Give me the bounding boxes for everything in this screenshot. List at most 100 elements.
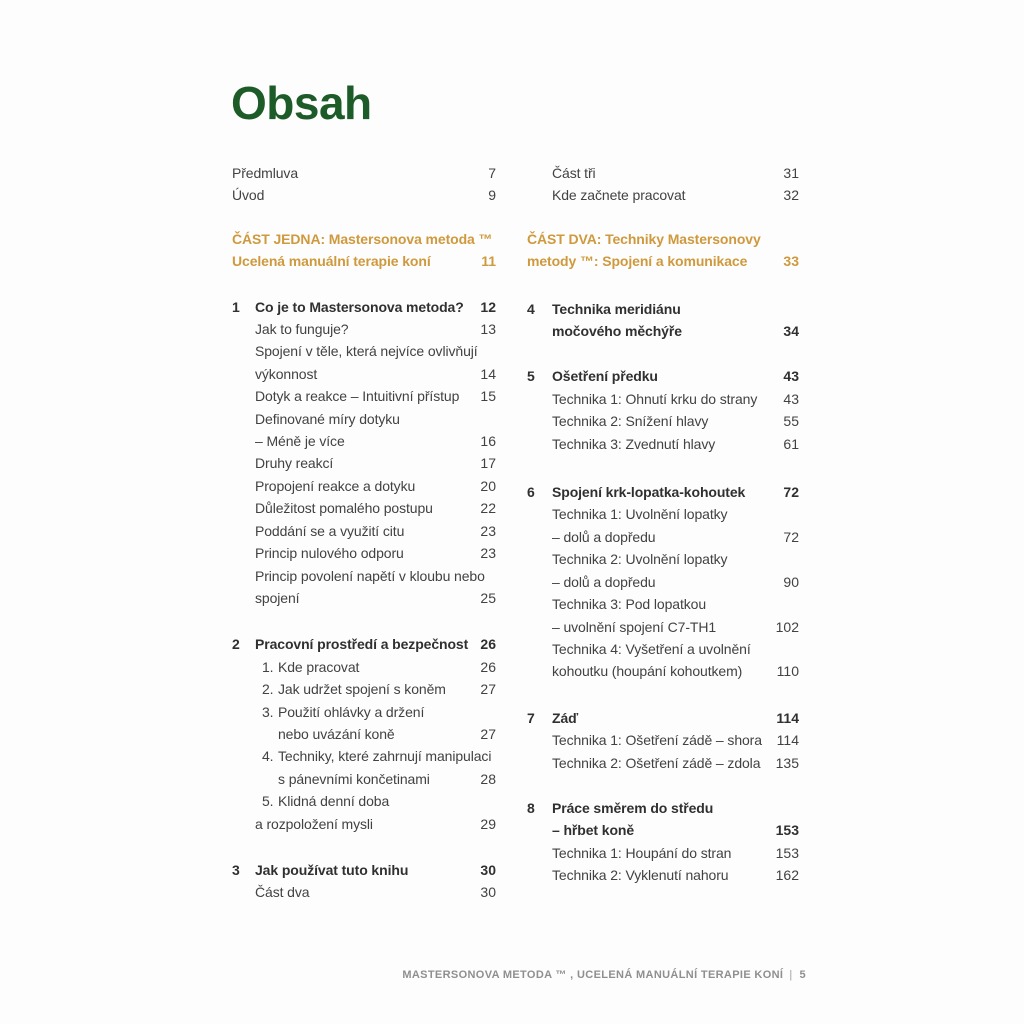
toc-entry-line: močového měchýře 34: [527, 320, 799, 342]
toc-entry-page: 27: [480, 681, 496, 698]
toc-entry-line: kohoutku (houpání kohoutkem) 110: [527, 660, 799, 682]
toc-entry-page: 32: [783, 187, 799, 204]
toc-entry-line: 4 Technika meridiánu: [527, 298, 799, 320]
toc-entry-line: 8 Práce směrem do středu: [527, 797, 799, 819]
toc-entry-page: 27: [480, 725, 496, 742]
toc-entry-line: – uvolnění spojení C7-TH1 102: [527, 616, 799, 638]
toc-entry-number: 4: [527, 300, 535, 317]
toc-entry-line: Ucelená manuální terapie koní 11: [232, 250, 496, 272]
toc-column-left: Předmluva 7 Úvod 9 ČÁST JEDNA: Mastersonova …: [232, 162, 496, 904]
toc-entry-line: 2. Jak udržet spojení s koněm 27: [232, 678, 496, 700]
toc-entry-label: Část dva: [255, 884, 310, 901]
toc-entry-page: 12: [480, 298, 496, 315]
toc-entry-line: 6 Spojení krk-lopatka-kohoutek 72: [527, 481, 799, 503]
toc-block: 2 Pracovní prostředí a bezpečnost 26 1. Kde …: [232, 633, 496, 835]
toc-entry-label: výkonnost: [255, 365, 318, 382]
toc-entry-line: 2 Pracovní prostředí a bezpečnost 26: [232, 633, 496, 655]
toc-block: 3 Jak používat tuto knihu 30 Část dva 30: [232, 859, 496, 904]
toc-entry-label: spojení: [255, 589, 300, 606]
toc-entry-page: 43: [783, 368, 799, 385]
toc-entry-line: spojení 25: [232, 587, 496, 609]
toc-entry-page: 30: [480, 884, 496, 901]
toc-block: 7 Záď 114 Technika 1: Ošetření zádě – shora…: [527, 707, 799, 774]
toc-entry-label: Ošetření předku: [552, 368, 658, 385]
toc-entry-label: – dolů a dopředu: [552, 573, 656, 590]
toc-entry-number: 5.: [262, 793, 274, 810]
toc-entry-label: Princip nulového odporu: [255, 545, 404, 562]
toc-entry-line: Důležitost pomalého postupu 22: [232, 497, 496, 519]
toc-entry-line: ČÁST JEDNA: Mastersonova metoda ™: [232, 228, 496, 250]
toc-entry-page: 90: [783, 573, 799, 590]
toc-entry-line: Technika 1: Ošetření zádě – shora 114: [527, 729, 799, 751]
toc-entry-number: 3.: [262, 703, 274, 720]
toc-entry-page: 26: [480, 636, 496, 653]
toc-entry-line: – dolů a dopředu 90: [527, 571, 799, 593]
toc-entry-page: 15: [480, 388, 496, 405]
toc-entry-label: Technika 3: Pod lopatkou: [552, 596, 707, 613]
toc-entry-label: Spojení v těle, která nejvíce ovlivňují: [255, 343, 478, 360]
toc-entry-label: Techniky, které zahrnují manipulaci: [278, 748, 492, 765]
toc-entry-line: 1 Co je to Mastersonova metoda? 12: [232, 296, 496, 318]
toc-entry-label: Druhy reakcí: [255, 455, 334, 472]
toc-entry-page: 16: [480, 433, 496, 450]
toc-entry-page: 114: [776, 732, 799, 749]
toc-entry-page: 22: [480, 500, 496, 517]
toc-entry-line: – hřbet koně 153: [527, 819, 799, 841]
toc-entry-page: 114: [776, 709, 799, 726]
toc-entry-page: 34: [783, 323, 799, 340]
toc-entry-label: Technika 2: Vyklenutí nahoru: [552, 867, 729, 884]
toc-entry-page: 13: [480, 321, 496, 338]
toc-entry-label: Kde pracovat: [278, 658, 360, 675]
toc-entry-page: 153: [775, 822, 799, 839]
toc-entry-page: 29: [480, 815, 496, 832]
toc-entry-label: metody ™: Spojení a komunikace: [527, 253, 748, 270]
toc-entry-number: 2.: [262, 681, 274, 698]
toc-entry-page: 162: [775, 867, 799, 884]
toc-entry-page: 72: [783, 528, 799, 545]
toc-entry-label: Ucelená manuální terapie koní: [232, 253, 431, 270]
toc-entry-line: 3. Použití ohlávky a držení: [232, 701, 496, 723]
toc-entry-number: 1.: [262, 658, 274, 675]
toc-entry-page: 7: [488, 165, 496, 181]
toc-entry-line: Kde začnete pracovat 32: [527, 184, 799, 206]
toc-entry-label: Dotyk a reakce – Intuitivní přístup: [255, 388, 460, 405]
toc-entry-number: 5: [527, 368, 535, 385]
toc-entry-line: nebo uvázání koně 27: [232, 723, 496, 745]
toc-entry-label: Úvod: [232, 187, 265, 204]
toc-entry-number: 4.: [262, 748, 274, 765]
toc-entry-label: Práce směrem do středu: [552, 799, 714, 816]
toc-entry-label: – uvolnění spojení C7-TH1: [552, 618, 717, 635]
toc-entry-page: 43: [783, 390, 799, 407]
toc-entry-label: Technika 4: Vyšetření a uvolnění: [552, 640, 751, 657]
toc-entry-label: Technika 3: Zvednutí hlavy: [552, 435, 716, 452]
toc-entry-line: 3 Jak používat tuto knihu 30: [232, 859, 496, 881]
toc-entry-line: Technika 3: Zvednutí hlavy 61: [527, 433, 799, 455]
toc-entry-line: Technika 2: Ošetření zádě – zdola 135: [527, 752, 799, 774]
toc-entry-line: Technika 1: Ohnutí krku do strany 43: [527, 388, 799, 410]
toc-entry-line: Definované míry dotyku: [232, 408, 496, 430]
toc-entry-label: Technika 1: Houpání do stran: [552, 844, 732, 861]
toc-entry-label: ČÁST JEDNA: Mastersonova metoda ™: [232, 230, 493, 247]
toc-entry-line: Část dva 30: [232, 881, 496, 903]
toc-block: 1 Co je to Mastersonova metoda? 12 Jak to f…: [232, 296, 496, 610]
toc-entry-page: 153: [775, 844, 799, 861]
toc-entry-line: Princip nulového odporu 23: [232, 542, 496, 564]
toc-entry-line: Princip povolení napětí v kloubu nebo: [232, 565, 496, 587]
toc-entry-line: Technika 2: Uvolnění lopatky: [527, 548, 799, 570]
toc-entry-number: 6: [527, 484, 535, 501]
toc-entry-label: Technika 2: Uvolnění lopatky: [552, 551, 728, 568]
toc-entry-page: 61: [783, 435, 799, 452]
toc-entry-line: Poddání se a využití citu 23: [232, 520, 496, 542]
toc-entry-label: ČÁST DVA: Techniky Mastersonovy: [527, 230, 761, 247]
toc-entry-page: 17: [480, 455, 496, 472]
toc-entry-page: 23: [480, 522, 496, 539]
toc-entry-number: 3: [232, 861, 240, 878]
toc-block: 5 Ošetření předku 43 Technika 1: Ohnutí krk…: [527, 365, 799, 455]
toc-entry-line: Technika 1: Houpání do stran 153: [527, 842, 799, 864]
toc-entry-label: Část tři: [552, 165, 596, 181]
toc-entry-label: Předmluva: [232, 165, 299, 181]
toc-entry-label: Použití ohlávky a držení: [278, 703, 425, 720]
toc-entry-label: Klidná denní doba: [278, 793, 390, 810]
toc-entry-label: Jak používat tuto knihu: [255, 861, 409, 878]
toc-block: 6 Spojení krk-lopatka-kohoutek 72 Technika …: [527, 481, 799, 683]
